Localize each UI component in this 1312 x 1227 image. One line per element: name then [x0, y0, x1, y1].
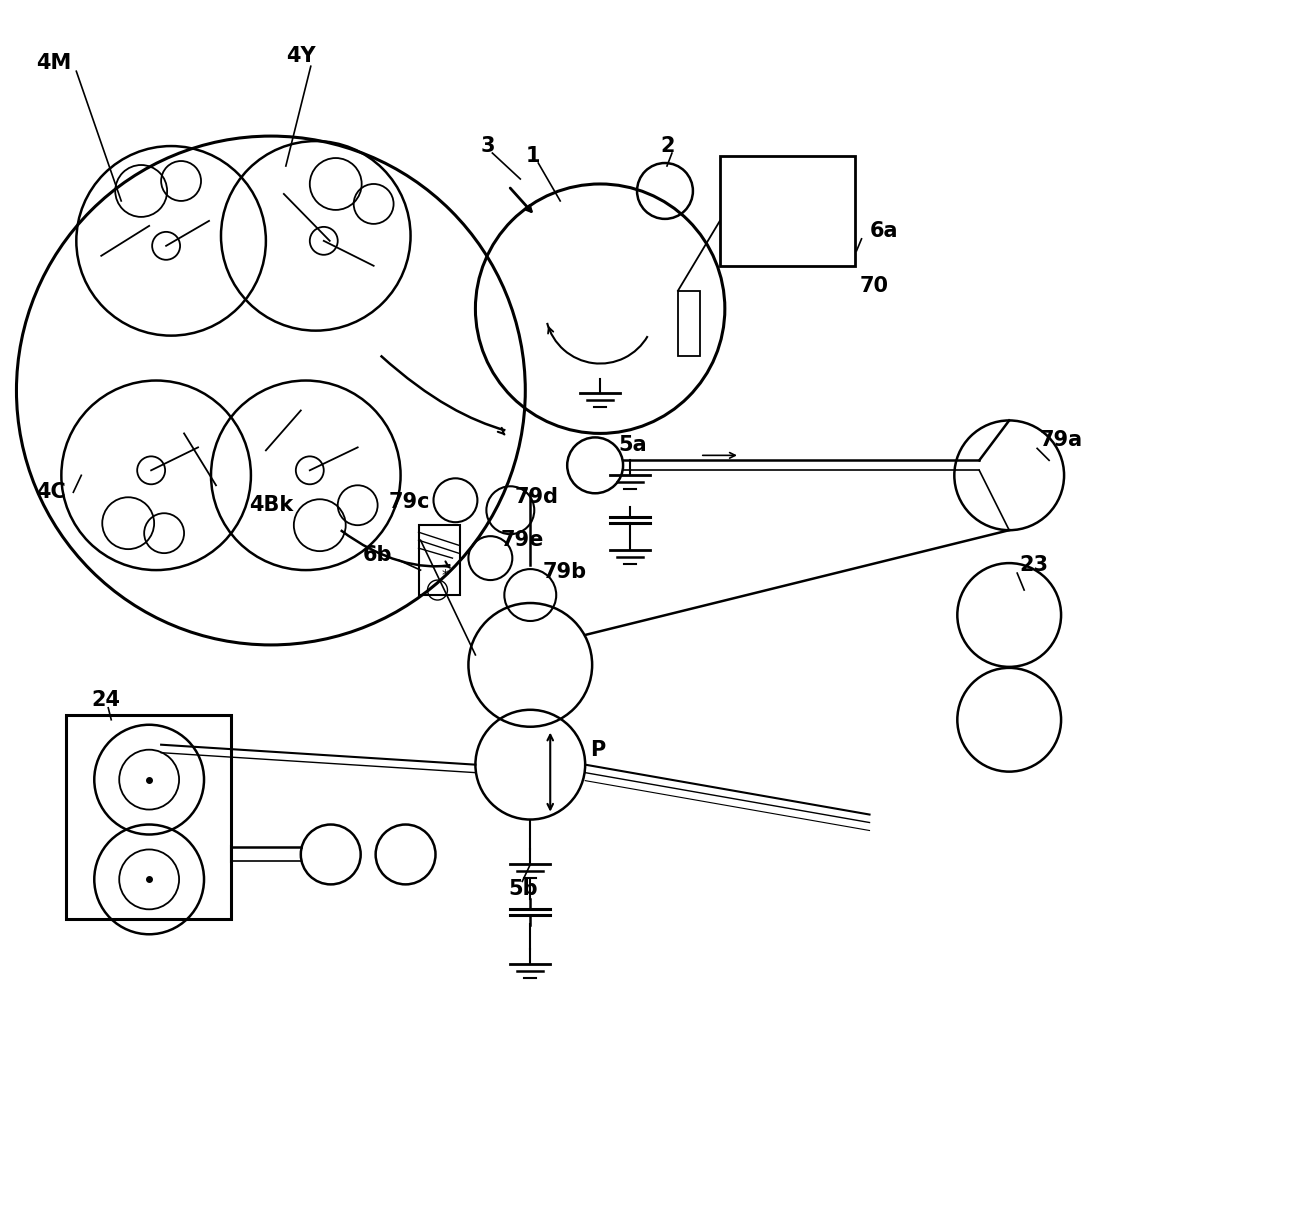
Text: 4Y: 4Y	[286, 47, 315, 66]
Text: 1: 1	[525, 146, 539, 166]
Text: 79a: 79a	[1039, 431, 1082, 450]
Bar	[67, 715, 231, 919]
Text: 4C: 4C	[37, 482, 66, 502]
Text: 70: 70	[859, 276, 888, 296]
Text: *: *	[442, 568, 449, 582]
Text: 2: 2	[660, 136, 674, 156]
Text: 4Bk: 4Bk	[249, 496, 293, 515]
Text: 79d: 79d	[514, 487, 559, 507]
Text: 79e: 79e	[500, 530, 543, 550]
Text: 6b: 6b	[362, 545, 392, 566]
Text: 6a: 6a	[870, 221, 897, 240]
Text: 5b: 5b	[508, 880, 538, 899]
Text: 79b: 79b	[542, 562, 586, 582]
Text: 79c: 79c	[388, 492, 430, 512]
Text: 5a: 5a	[618, 436, 647, 455]
Text: 4M: 4M	[37, 53, 72, 74]
Text: 24: 24	[92, 690, 121, 709]
Text: 23: 23	[1019, 555, 1048, 575]
Bar	[678, 291, 699, 356]
Text: P: P	[590, 740, 605, 760]
Text: 3: 3	[480, 136, 495, 156]
Bar	[419, 525, 461, 595]
Bar	[720, 156, 854, 266]
